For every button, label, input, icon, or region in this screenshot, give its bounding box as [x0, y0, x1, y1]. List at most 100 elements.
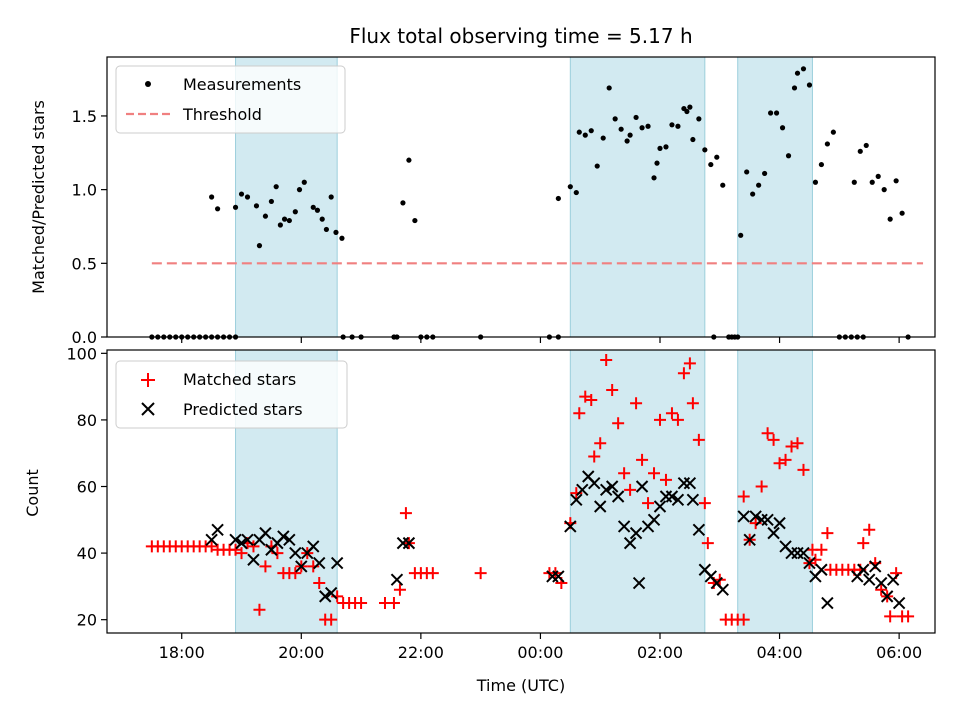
predicted-star-marker	[874, 576, 888, 590]
predicted-star-marker	[686, 493, 700, 507]
bottom-y-ticks: 20 40 60 80 100	[66, 344, 107, 630]
predicted-star-marker	[611, 490, 625, 503]
measurement-point	[651, 175, 657, 181]
measurement-point	[702, 147, 708, 153]
measurement-point	[675, 123, 681, 129]
measurement-point	[301, 179, 307, 185]
predicted-star-marker	[247, 553, 260, 566]
matched-star-marker	[863, 523, 876, 536]
predicted-star-marker	[761, 513, 774, 527]
matched-star-marker	[573, 407, 586, 420]
matched-star-marker	[902, 610, 915, 623]
predicted-star-marker	[235, 536, 248, 550]
predicted-star-marker	[307, 540, 320, 553]
x-tick-label: 02:00	[637, 643, 683, 662]
measurement-point	[830, 129, 836, 135]
measurement-point	[612, 116, 618, 122]
predicted-star-marker	[653, 500, 667, 513]
shaded-span	[737, 56, 813, 338]
x-tick-label: 00:00	[517, 643, 563, 662]
measurement-point	[773, 110, 780, 116]
legend-marker-predicted-stars	[141, 402, 155, 416]
predicted-star-marker	[716, 583, 729, 596]
matched-star-marker	[399, 507, 412, 520]
y-tick-label: 1.5	[72, 107, 97, 126]
top-legend-box	[115, 65, 346, 134]
x-tick-label: 20:00	[278, 643, 324, 662]
y-tick-label: 100	[66, 344, 97, 363]
matched-star-marker	[585, 393, 598, 406]
matched-star-marker	[612, 417, 625, 430]
y-tick-label: 40	[77, 544, 97, 563]
matched-star-marker	[235, 547, 248, 560]
matched-star-marker	[642, 497, 655, 510]
matched-star-marker	[761, 427, 774, 440]
predicted-star-marker	[402, 536, 416, 550]
y-tick-label: 0.5	[72, 254, 97, 273]
matched-star-marker	[393, 583, 406, 596]
predicted-star-marker	[683, 476, 697, 490]
predicted-star-marker	[749, 510, 762, 523]
measurement-point	[633, 114, 639, 121]
measurement-point	[800, 66, 807, 72]
measurement-point	[262, 213, 269, 219]
measurement-point	[812, 179, 819, 185]
measurement-point	[582, 132, 588, 138]
measurement-point	[253, 203, 260, 209]
matched-star-marker	[797, 463, 810, 476]
predicted-star-marker	[869, 560, 882, 573]
predicted-star-marker	[857, 563, 870, 576]
predicted-star-marker	[892, 596, 906, 610]
measurement-point	[744, 169, 750, 175]
matched-star-marker	[474, 567, 487, 580]
matched-star-marker	[815, 543, 828, 556]
predicted-star-marker	[797, 546, 810, 560]
predicted-star-marker	[229, 533, 242, 546]
predicted-star-marker	[815, 563, 828, 576]
matched-star-marker	[313, 577, 326, 590]
measurement-point	[851, 179, 857, 185]
measurement-points	[149, 66, 911, 340]
predicted-star-marker	[594, 500, 607, 513]
predicted-star-marker	[767, 526, 780, 540]
measurement-point	[594, 163, 600, 169]
measurement-point	[863, 142, 869, 149]
measurement-point	[573, 189, 579, 196]
matched-star-marker	[737, 490, 750, 503]
legend-label-predicted-stars: Predicted stars	[183, 400, 303, 419]
bottom-axes-frame	[106, 349, 936, 634]
measurement-point	[209, 194, 215, 200]
predicted-star-marker	[324, 586, 338, 600]
top-y-ticks: 0.0 0.5 1.0 1.5	[72, 107, 107, 347]
matched-star-marker	[325, 613, 338, 626]
predicted-star-marker	[599, 483, 613, 497]
measurement-point	[555, 195, 561, 202]
predicted-star-marker	[277, 530, 290, 543]
matched-star-marker	[600, 353, 613, 366]
predicted-star-marker	[564, 520, 577, 533]
predicted-star-marker	[647, 513, 661, 527]
matched-star-marker	[606, 383, 619, 396]
measurement-point	[708, 161, 714, 168]
predicted-star-marker	[319, 590, 332, 603]
predicted-star-marker	[576, 483, 589, 497]
measurement-point	[663, 144, 669, 150]
predicted-star-marker	[821, 596, 834, 610]
matched-star-marker	[857, 537, 870, 550]
matched-star-marker	[259, 560, 272, 573]
predicted-star-marker	[390, 573, 404, 586]
predicted-star-marker	[671, 493, 685, 507]
top-legend: Measurements Threshold	[115, 65, 346, 134]
matched-star-marker	[665, 407, 678, 420]
matched-star-marker	[884, 610, 897, 623]
measurement-point	[806, 82, 813, 88]
bottom-legend: Matched stars Predicted stars	[115, 360, 348, 429]
measurement-point	[875, 173, 881, 179]
measurement-point	[310, 204, 316, 210]
matched-star-marker	[426, 567, 439, 580]
measurement-point	[232, 204, 239, 210]
y-tick-label: 20	[77, 611, 97, 630]
measurement-point	[238, 191, 245, 197]
measurement-point	[687, 104, 693, 110]
measurement-point	[887, 216, 893, 222]
